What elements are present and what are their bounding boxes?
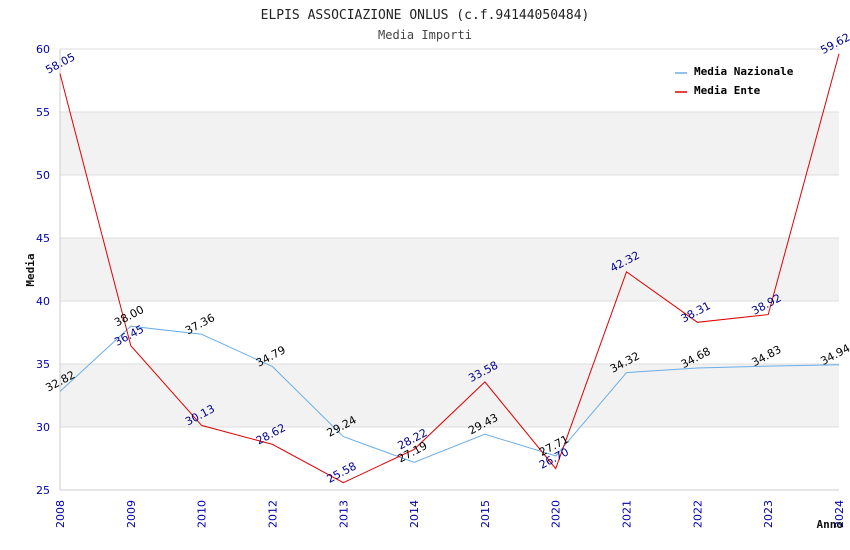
legend-label-media-ente: Media Ente (694, 84, 761, 97)
chart-title: ELPIS ASSOCIAZIONE ONLUS (c.f.9414405048… (261, 8, 590, 23)
x-tick-label: 2014 (408, 500, 421, 528)
y-tick-label: 60 (36, 43, 50, 56)
y-tick-label: 45 (36, 232, 50, 245)
x-tick-label: 2020 (550, 500, 563, 528)
x-tick-label: 2010 (196, 500, 209, 528)
data-label-media-nazionale: 37.36 (183, 311, 217, 337)
axes (59, 49, 839, 491)
series-line-media-ente (59, 53, 840, 484)
y-tick-label: 50 (36, 169, 50, 182)
grid-lines (60, 48, 839, 491)
y-tick-label: 25 (36, 484, 50, 497)
grid-band (60, 364, 839, 427)
x-tick-label: 2021 (621, 500, 634, 528)
series-line-media-nazionale (59, 325, 840, 463)
y-tick-label: 30 (36, 421, 50, 434)
legend-label-media-nazionale: Media Nazionale (694, 65, 794, 78)
series-lines (59, 53, 840, 484)
x-tick-label: 2013 (337, 500, 350, 528)
x-axis-ticks: 2008 2009 2010 2012 2013 2014 2015 2020 2021 2022… (54, 500, 846, 528)
legend: Media Nazionale Media Ente (675, 65, 794, 97)
grid-bands (60, 112, 839, 427)
x-tick-label: 2012 (266, 500, 279, 528)
grid-band (60, 238, 839, 301)
grid-band (60, 112, 839, 175)
x-tick-label: 2023 (762, 500, 775, 528)
x-axis-label: Anno (817, 518, 844, 531)
x-tick-label: 2024 (833, 500, 846, 528)
y-tick-label: 55 (36, 106, 50, 119)
data-label-media-ente: 59.62 (818, 31, 850, 57)
x-tick-label: 2008 (54, 500, 67, 528)
x-tick-label: 2009 (125, 500, 138, 528)
y-tick-label: 40 (36, 295, 50, 308)
y-axis-label: Media (24, 253, 37, 286)
y-tick-label: 35 (36, 358, 50, 371)
y-axis-ticks: 25 30 35 40 45 50 55 60 (36, 43, 50, 497)
x-tick-label: 2015 (479, 500, 492, 528)
chart-subtitle: Media Importi (378, 28, 472, 42)
x-tick-label: 2022 (691, 500, 704, 528)
